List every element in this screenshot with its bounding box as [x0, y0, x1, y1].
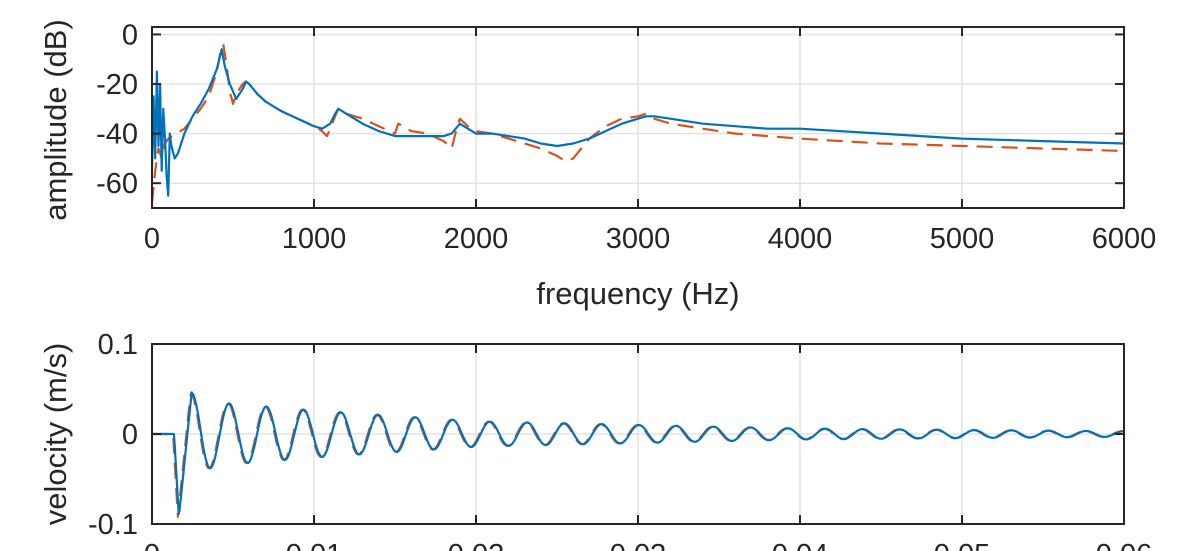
x-tick-label: 1000 — [282, 223, 347, 255]
x-tick-label: 4000 — [768, 223, 833, 255]
y-tick-label: 0.1 — [98, 329, 138, 361]
x-tick-label: 0.02 — [448, 539, 504, 551]
velocity-ticks: 0 0.01 0.02 0.03 0.04 0.05 0.06 0.1 0 -0.1 — [88, 329, 1152, 551]
x-tick-label: 6000 — [1092, 223, 1157, 255]
spectrum-y-axis-label: amplitude (dB) — [38, 19, 73, 221]
y-tick-label: -0.1 — [88, 509, 138, 541]
x-tick-label: 0.01 — [286, 539, 342, 551]
spectrum-ticks: 0 1000 2000 3000 4000 5000 6000 0 -20 -40 -60 — [96, 19, 1156, 255]
y-tick-label: 0 — [122, 419, 138, 451]
velocity-series-solid-line — [152, 391, 1124, 516]
velocity-chart: 0 0.01 0.02 0.03 0.04 0.05 0.06 0.1 0 -0.1 veloci… — [38, 329, 1152, 551]
y-tick-label: -20 — [96, 69, 138, 101]
x-tick-label: 5000 — [930, 223, 995, 255]
x-tick-label: 0.06 — [1096, 539, 1152, 551]
x-tick-label: 2000 — [444, 223, 509, 255]
y-tick-label: -40 — [96, 119, 138, 151]
velocity-y-axis-label: velocity (m/s) — [38, 343, 73, 526]
x-tick-label: 0 — [144, 539, 160, 551]
x-tick-label: 0.03 — [610, 539, 666, 551]
x-tick-label: 3000 — [606, 223, 671, 255]
spectrum-chart: 0 1000 2000 3000 4000 5000 6000 0 -20 -40 -60 freq… — [38, 19, 1156, 311]
velocity-series — [152, 391, 1124, 518]
spectrum-series — [152, 43, 1124, 204]
x-tick-label: 0 — [144, 223, 160, 255]
y-tick-label: -60 — [96, 168, 138, 200]
x-tick-label: 0.04 — [772, 539, 828, 551]
y-tick-label: 0 — [122, 19, 138, 51]
spectrum-series-solid-line — [152, 48, 1124, 197]
x-tick-label: 0.05 — [934, 539, 990, 551]
spectrum-x-axis-label: frequency (Hz) — [536, 276, 739, 311]
